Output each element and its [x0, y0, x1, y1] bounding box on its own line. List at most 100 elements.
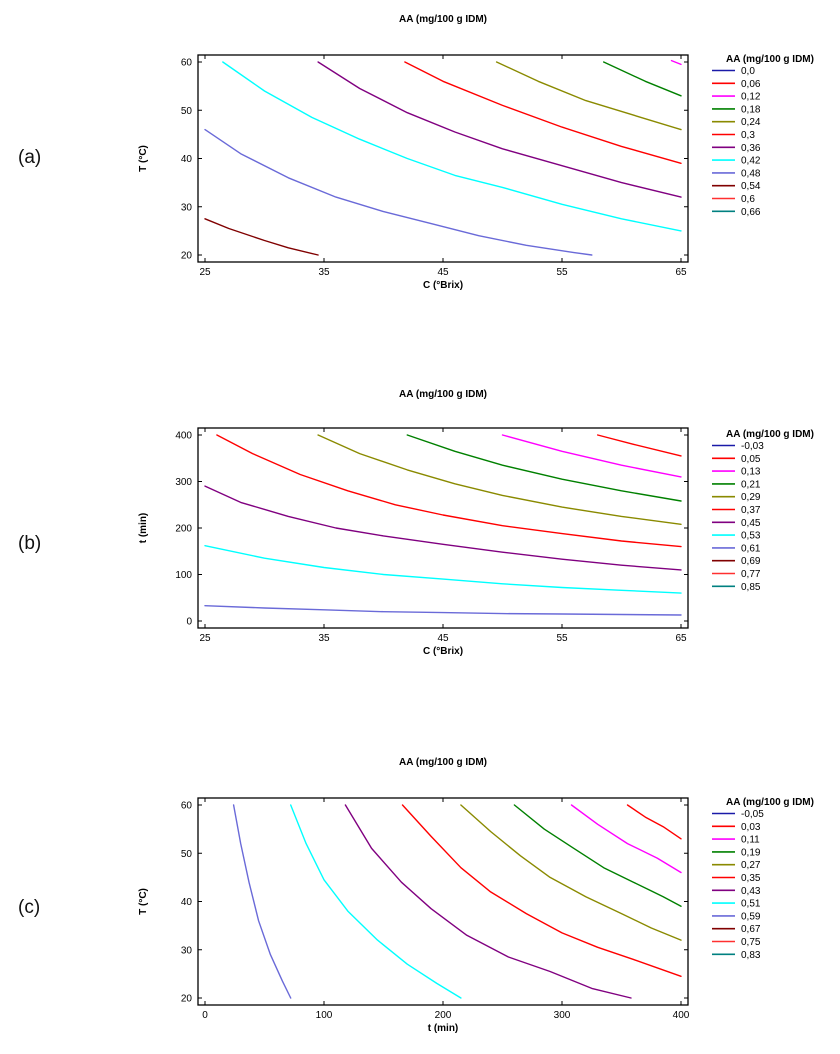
- legend-item-label: 0,42: [741, 156, 761, 167]
- legend-item-label: 0,12: [741, 92, 761, 103]
- legend-item-label: -0,03: [741, 441, 764, 452]
- y-tick-label: 0: [186, 617, 192, 628]
- legend-item-label: 0,61: [741, 543, 761, 554]
- contour-line-0-59: [232, 804, 292, 999]
- contour-line-0-21: [406, 434, 682, 502]
- x-tick-label: 65: [675, 267, 687, 278]
- legend-item-label: 0,85: [741, 582, 761, 593]
- contour-line-0-19: [513, 804, 682, 907]
- legend: AA (mg/100 g IDM)-0,05 0,03 0,110,19 0,27 0,…: [712, 797, 814, 961]
- contour-line-0-13: [501, 434, 682, 478]
- contour-line-0-37: [216, 434, 682, 548]
- contour-line-0-45: [204, 485, 682, 571]
- y-tick-label: 20: [181, 251, 193, 262]
- contour-line-0-35: [401, 804, 682, 977]
- x-axis-label: C (°Brix): [423, 646, 463, 657]
- legend: AA (mg/100 g IDM)0,0 0,06 0,120,18 0,24 0,3 0…: [712, 54, 814, 218]
- y-tick-label: 40: [181, 897, 193, 908]
- contour-line-0-18: [603, 61, 682, 97]
- legend-item-label: 0,51: [741, 899, 761, 910]
- x-tick-label: 25: [199, 633, 211, 644]
- x-tick-label: 65: [675, 633, 687, 644]
- legend-item-label: 0,6: [741, 194, 755, 205]
- legend-title: AA (mg/100 g IDM): [726, 797, 814, 808]
- x-tick-label: 0: [202, 1010, 208, 1021]
- contour-line-0-11: [570, 804, 682, 874]
- legend-item-label: 0,45: [741, 518, 761, 529]
- x-tick-label: 35: [318, 633, 330, 644]
- legend-item-label: 0,69: [741, 556, 761, 567]
- contour-line-0-12: [670, 59, 682, 66]
- plot-frame: [197, 54, 689, 263]
- plot-frame: [197, 797, 689, 1006]
- x-tick-label: 55: [556, 267, 568, 278]
- x-tick-label: 400: [673, 1010, 690, 1021]
- chart-2: AA (mg/100 g IDM) 0 100 200 300 400 20 30 40 50 60…: [138, 757, 814, 1034]
- contour-line-0-42: [222, 61, 682, 232]
- y-tick-label: 50: [181, 106, 193, 117]
- x-tick-label: 45: [437, 267, 449, 278]
- legend-item-label: 0,21: [741, 479, 761, 490]
- legend-item-label: 0,13: [741, 467, 761, 478]
- contour-line-0-43: [344, 804, 632, 999]
- y-tick-label: 40: [181, 154, 193, 165]
- legend-item-label: 0,18: [741, 104, 761, 115]
- chart-0: AA (mg/100 g IDM) 25 35 45 55 65 20 30 40 50 60 C (…: [138, 14, 814, 291]
- contour-line-0-54: [204, 218, 319, 256]
- legend-item-label: 0,43: [741, 886, 761, 897]
- legend: AA (mg/100 g IDM)-0,03 0,05 0,130,21 0,29 0,…: [712, 429, 814, 593]
- x-tick-label: 300: [554, 1010, 571, 1021]
- y-tick-label: 30: [181, 945, 193, 956]
- contour-line-0-51: [290, 804, 462, 999]
- y-axis-label: T (°C): [138, 145, 149, 172]
- x-tick-label: 45: [437, 633, 449, 644]
- y-tick-label: 60: [181, 801, 193, 812]
- legend-item-label: 0,83: [741, 950, 761, 961]
- contour-line-0-24: [495, 61, 682, 131]
- legend-item-label: 0,75: [741, 937, 761, 948]
- y-tick-label: 50: [181, 849, 193, 860]
- legend-item-label: -0,05: [741, 809, 764, 820]
- x-tick-label: 100: [316, 1010, 333, 1021]
- legend-item-label: 0,03: [741, 822, 761, 833]
- legend-item-label: 0,29: [741, 492, 761, 503]
- legend-item-label: 0,24: [741, 117, 761, 128]
- contour-line-0-05: [597, 434, 682, 457]
- contour-line-0-53: [204, 545, 682, 594]
- panel-label-c: (c): [18, 897, 41, 918]
- legend-item-label: 0,37: [741, 505, 761, 516]
- legend-item-label: 0,06: [741, 79, 761, 90]
- contour-line-0-03: [626, 804, 682, 840]
- x-tick-label: 25: [199, 267, 211, 278]
- y-tick-label: 100: [175, 570, 192, 581]
- y-tick-label: 60: [181, 58, 193, 69]
- contour-line-0-48: [204, 128, 593, 256]
- legend-item-label: 0,19: [741, 847, 761, 858]
- legend-item-label: 0,27: [741, 860, 761, 871]
- legend-item-label: 0,66: [741, 207, 761, 218]
- legend-item-label: 0,36: [741, 143, 761, 154]
- y-tick-label: 400: [175, 431, 192, 442]
- chart-title: AA (mg/100 g IDM): [399, 757, 487, 768]
- chart-1: AA (mg/100 g IDM) 25 35 45 55 65 0 100 200 300 400…: [138, 389, 814, 657]
- legend-item-label: 0,35: [741, 873, 761, 884]
- y-tick-label: 300: [175, 477, 192, 488]
- legend-item-label: 0,48: [741, 168, 761, 179]
- legend-item-label: 0,54: [741, 181, 761, 192]
- legend-item-label: 0,53: [741, 531, 761, 542]
- contour-line-0-36: [317, 61, 682, 198]
- legend-title: AA (mg/100 g IDM): [726, 54, 814, 65]
- contour-line-0-27: [460, 804, 682, 941]
- x-axis-label: t (min): [428, 1023, 459, 1034]
- plot-frame: [197, 427, 689, 629]
- legend-item-label: 0,11: [741, 835, 760, 846]
- legend-item-label: 0,77: [741, 569, 761, 580]
- x-axis-label: C (°Brix): [423, 280, 463, 291]
- legend-item-label: 0,0: [741, 66, 755, 77]
- x-tick-label: 35: [318, 267, 330, 278]
- contour-line-0-3: [404, 61, 682, 165]
- legend-title: AA (mg/100 g IDM): [726, 429, 814, 440]
- legend-item-label: 0,59: [741, 911, 761, 922]
- panel-label-b: (b): [18, 533, 42, 554]
